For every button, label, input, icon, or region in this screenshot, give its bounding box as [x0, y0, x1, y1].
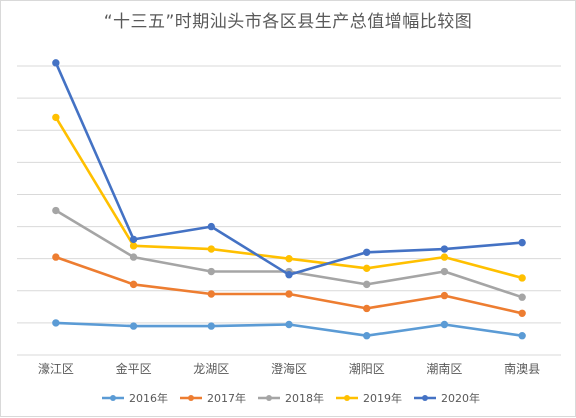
- data-point: [285, 320, 293, 329]
- data-point: [129, 322, 138, 330]
- legend-label: 2019年: [363, 391, 402, 405]
- data-point: [363, 280, 371, 289]
- data-point: [52, 319, 60, 327]
- series-line: [54, 61, 524, 277]
- data-point: [363, 304, 371, 313]
- data-point: [52, 113, 60, 122]
- legend-marker: [188, 395, 194, 401]
- legend-label: 2020年: [441, 391, 480, 405]
- legend-label: 2018年: [285, 391, 324, 405]
- data-point: [52, 253, 60, 261]
- data-point: [207, 222, 215, 231]
- data-point: [363, 332, 371, 340]
- data-point: [129, 253, 138, 261]
- data-point: [52, 206, 60, 215]
- data-point: [440, 253, 449, 261]
- data-point: [207, 290, 215, 298]
- data-point: [440, 245, 449, 253]
- data-point: [207, 322, 215, 330]
- data-point: [440, 267, 449, 276]
- data-point: [518, 293, 526, 301]
- x-tick-label: 濠江区: [38, 361, 74, 376]
- chart-title: “十三五”时期汕头市各区县生产总值增幅比较图: [103, 12, 473, 32]
- data-point: [363, 248, 371, 256]
- data-point: [207, 267, 215, 276]
- data-point: [285, 271, 293, 279]
- data-point: [518, 309, 526, 317]
- data-point: [518, 238, 526, 247]
- series-line: [54, 255, 524, 315]
- legend-marker: [266, 395, 272, 401]
- legend-marker: [110, 395, 116, 401]
- data-point: [440, 320, 449, 329]
- x-tick-label: 澄海区: [271, 361, 307, 376]
- x-tick-label: 潮阳区: [349, 361, 385, 376]
- data-point: [363, 264, 371, 273]
- data-point: [518, 274, 526, 282]
- data-point: [129, 235, 138, 244]
- data-point: [207, 245, 215, 253]
- data-point: [285, 290, 293, 298]
- data-point: [52, 59, 60, 67]
- data-point: [440, 291, 449, 300]
- data-point: [129, 280, 138, 289]
- x-tick-label: 潮南区: [426, 361, 462, 376]
- data-point: [129, 242, 138, 250]
- legend-label: 2017年: [207, 391, 246, 405]
- legend-marker: [344, 395, 350, 401]
- x-tick-label: 龙湖区: [193, 361, 229, 376]
- x-tick-label: 金平区: [116, 361, 152, 376]
- x-tick-label: 南澳县: [504, 361, 540, 376]
- legend-marker: [422, 395, 428, 401]
- data-point: [285, 254, 293, 263]
- legend-label: 2016年: [129, 391, 168, 405]
- data-point: [518, 332, 526, 340]
